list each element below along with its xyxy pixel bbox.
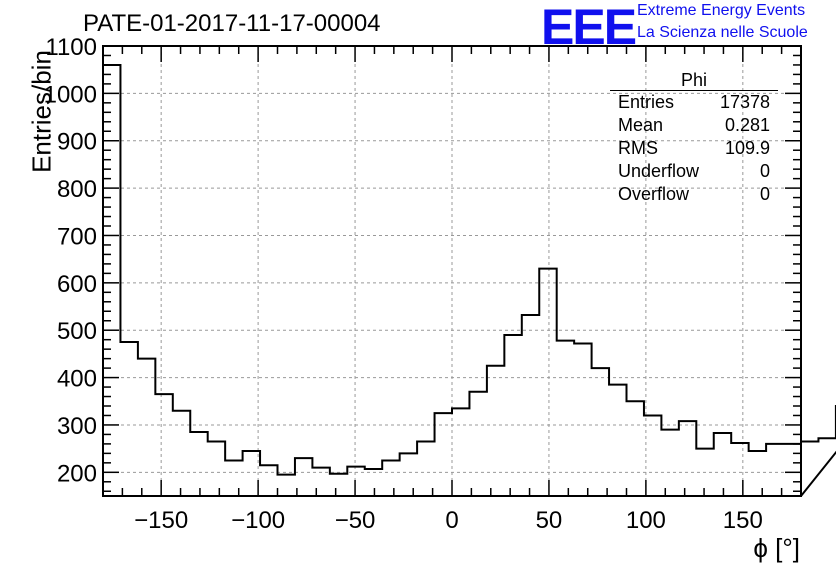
y-tick-label: 500 (57, 318, 97, 345)
histogram-bin (382, 460, 399, 496)
histogram-bin (190, 432, 207, 496)
histogram-bin (452, 408, 469, 496)
stats-box: Phi Entries 17378 Mean 0.281 RMS 109.9 Underfl… (610, 70, 778, 206)
histogram-bin (749, 451, 766, 496)
histogram-bin (696, 449, 713, 496)
histogram-bin (435, 413, 452, 496)
histogram-bin (731, 443, 748, 496)
y-tick-label: 400 (57, 366, 97, 393)
histogram-bin (661, 430, 678, 496)
histogram-bin (225, 460, 242, 496)
histogram-bin (208, 442, 225, 496)
histogram-bin (714, 433, 731, 496)
stats-row-entries: Entries 17378 (610, 91, 778, 114)
histogram-bin (400, 453, 417, 496)
logo-line-2: La Scienza nelle Scuole (637, 24, 808, 41)
histogram-bin (347, 467, 364, 496)
stats-label: Entries (618, 92, 675, 112)
chart-title: PATE-01-2017-11-17-00004 (83, 10, 381, 37)
histogram-bin (504, 335, 521, 496)
y-tick-label: 800 (57, 176, 97, 203)
histogram-bin (784, 444, 801, 496)
y-tick-label: 1000 (44, 81, 97, 108)
histogram-bin (260, 465, 277, 496)
histogram-bin (173, 411, 190, 496)
y-tick-label: 900 (57, 129, 97, 156)
y-tick-label: 600 (57, 271, 97, 298)
stats-value: 109.9 (724, 138, 770, 158)
stats-label: Underflow (618, 161, 700, 181)
histogram-bin (522, 315, 539, 496)
stats-value: 0 (759, 161, 770, 181)
stats-row-overflow: Overflow 0 (610, 183, 778, 206)
stats-row-rms: RMS 109.9 (610, 137, 778, 160)
histogram-bin (155, 394, 172, 496)
histogram-bin (818, 438, 835, 496)
y-tick-label: 700 (57, 223, 97, 250)
y-tick-label: 300 (57, 413, 97, 440)
x-axis-label: ϕ [°] (753, 533, 800, 563)
histogram-bin (330, 474, 347, 496)
stats-label: Overflow (618, 184, 690, 204)
histogram-bin (365, 469, 382, 496)
x-tick-label: 150 (723, 507, 763, 534)
x-tick-label: 50 (536, 507, 563, 534)
histogram-bin (417, 442, 434, 496)
stats-label: Mean (618, 115, 664, 135)
histogram-bin (592, 368, 609, 496)
histogram-bin (801, 442, 818, 496)
histogram-bin (627, 401, 644, 496)
histogram-bin (609, 385, 626, 496)
x-tick-label: 0 (445, 507, 458, 534)
histogram-bin (138, 359, 155, 496)
y-tick-label: 1100 (45, 34, 97, 61)
stats-value: 0 (759, 184, 770, 204)
histogram-bin (120, 342, 137, 496)
x-tick-label: −50 (335, 507, 376, 534)
histogram-bin (557, 341, 574, 496)
y-tick-label: 200 (57, 460, 97, 487)
x-tick-label: −100 (231, 507, 285, 534)
histogram-bin (103, 65, 120, 496)
histogram-bin (278, 475, 295, 496)
stats-value: 17378 (719, 92, 770, 112)
stats-value: 0.281 (724, 115, 770, 135)
stats-row-mean: Mean 0.281 (610, 114, 778, 137)
histogram-bin (312, 468, 329, 496)
x-tick-label: −150 (134, 507, 188, 534)
stats-row-underflow: Underflow 0 (610, 160, 778, 183)
histogram-bin (469, 392, 486, 496)
histogram-bin (574, 343, 591, 496)
stats-rows: Entries 17378 Mean 0.281 RMS 109.9 Underflow 0 O… (610, 91, 778, 206)
histogram-bin (539, 269, 556, 496)
stats-title: Phi (610, 70, 778, 91)
histogram-bin (487, 366, 504, 496)
x-tick-label: 100 (626, 507, 666, 534)
stats-label: RMS (618, 138, 658, 158)
histogram-bin (679, 421, 696, 496)
logo-line-1: Extreme Energy Events (637, 2, 806, 19)
